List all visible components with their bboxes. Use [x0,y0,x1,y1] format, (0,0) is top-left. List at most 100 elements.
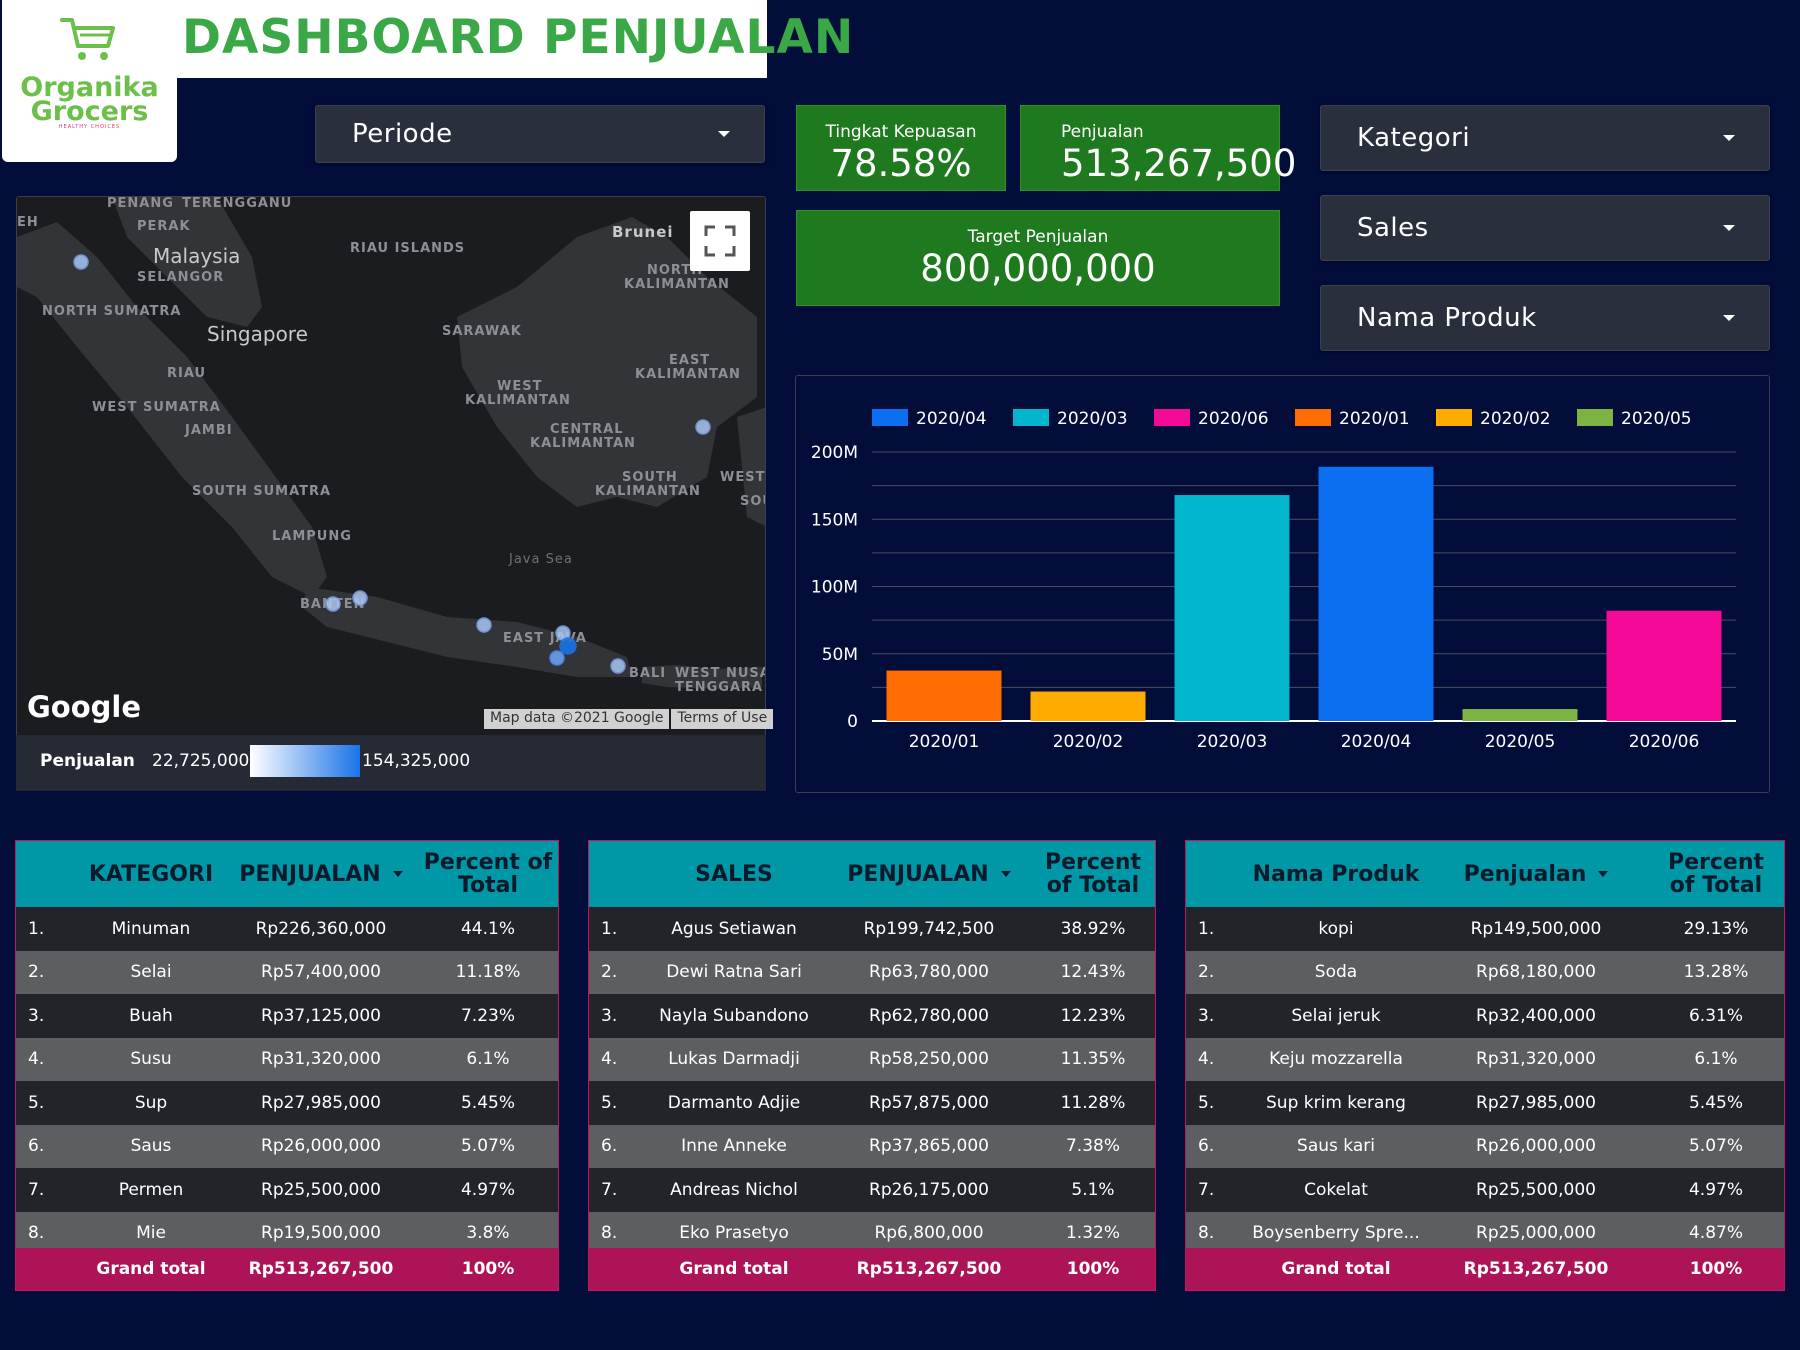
row-index: 6. [28,1136,45,1157]
table-row[interactable]: 1. Minuman Rp226,360,000 44.1% [16,907,558,951]
column-header-label: Percent of Total [1667,850,1765,898]
sort-desc-icon[interactable] [392,871,403,877]
terms-of-use-link[interactable]: Terms of Use [671,709,774,729]
map-marker[interactable] [325,596,341,612]
row-index: 6. [601,1136,618,1157]
table-row[interactable]: 6. Saus kari Rp26,000,000 5.07% [1186,1124,1784,1168]
table-row[interactable]: 8. Boysenberry Spre... Rp25,000,000 4.87% [1186,1211,1784,1255]
legend-label[interactable]: 2020/05 [1621,409,1692,429]
row-index: 7. [1198,1179,1215,1200]
table-cell: Soda [1314,962,1358,983]
table-header: KATEGORI PENJUALAN Percent of Total [16,841,558,907]
periode-dropdown[interactable]: Periode [315,105,765,163]
svg-text:RIAU ISLANDS: RIAU ISLANDS [350,241,465,256]
bar-2020-01[interactable] [886,670,1002,721]
table-row[interactable]: 4. Keju mozzarella Rp31,320,000 6.1% [1186,1037,1784,1081]
table-row[interactable]: 7. Permen Rp25,500,000 4.97% [16,1168,558,1212]
row-index: 3. [601,1005,618,1026]
table-row[interactable]: 4. Lukas Darmadji Rp58,250,000 11.35% [589,1037,1155,1081]
total-cell: Rp513,267,500 [856,1259,1002,1279]
geo-map[interactable]: PENANG TERENGGANU EH PERAK Malaysia SELA… [17,197,766,737]
table-cell: 6.1% [466,1049,510,1070]
table-row[interactable]: 2. Dewi Ratna Sari Rp63,780,000 12.43% [589,950,1155,994]
sales-dropdown-label: Sales [1357,213,1429,243]
table-row[interactable]: 1. Agus Setiawan Rp199,742,500 38.92% [589,907,1155,951]
table-row[interactable]: 5. Darmanto Adjie Rp57,875,000 11.28% [589,1081,1155,1125]
table-row[interactable]: 1. kopi Rp149,500,000 29.13% [1186,907,1784,951]
table-cell: 5.07% [460,1136,515,1157]
bar-2020-04[interactable] [1318,466,1434,721]
table-cell: Darmanto Adjie [667,1092,801,1113]
legend-label[interactable]: 2020/01 [1339,409,1410,429]
column-header[interactable]: KATEGORI [66,841,236,907]
legend-label[interactable]: 2020/06 [1198,409,1269,429]
table-row[interactable]: 4. Susu Rp31,320,000 6.1% [16,1037,558,1081]
table-cell: Mie [136,1223,166,1244]
svg-text:LAMPUNG: LAMPUNG [272,529,352,544]
kategori-table: KATEGORI PENJUALAN Percent of Total 1. Minum… [15,840,559,1291]
bar-2020-05[interactable] [1462,709,1578,721]
row-index: 5. [1198,1092,1215,1113]
table-row[interactable]: 2. Soda Rp68,180,000 13.28% [1186,950,1784,994]
table-row[interactable]: 2. Selai Rp57,400,000 11.18% [16,950,558,994]
nama-produk-dropdown[interactable]: Nama Produk [1320,285,1770,351]
bar-2020-03[interactable] [1174,495,1290,721]
table-row[interactable]: 6. Saus Rp26,000,000 5.07% [16,1124,558,1168]
kategori-dropdown[interactable]: Kategori [1320,105,1770,171]
column-header-label: KATEGORI [88,861,214,887]
column-header[interactable]: Penjualan [1436,841,1636,907]
table-cell: Rp31,320,000 [1476,1049,1596,1070]
table-row[interactable]: 8. Eko Prasetyo Rp6,800,000 1.32% [589,1211,1155,1255]
table-row[interactable]: 7. Andreas Nichol Rp26,175,000 5.1% [589,1168,1155,1212]
shopping-cart-icon [60,18,115,60]
table-row[interactable]: 5. Sup krim kerang Rp27,985,000 5.45% [1186,1081,1784,1125]
map-marker[interactable] [559,637,577,655]
grand-total-row: Grand total Rp513,267,500 100% [589,1248,1155,1290]
sort-desc-icon[interactable] [1598,871,1609,877]
bar-2020-02[interactable] [1030,691,1146,721]
table-cell: Minuman [111,918,191,939]
map-marker[interactable] [73,254,89,270]
svg-text:PERAK: PERAK [137,219,191,234]
column-header[interactable]: Percent of Total [1029,841,1155,907]
x-tick-label: 2020/02 [1053,732,1124,752]
bar-2020-06[interactable] [1606,610,1722,721]
sort-desc-icon[interactable] [1000,871,1011,877]
table-row[interactable]: 3. Buah Rp37,125,000 7.23% [16,994,558,1038]
map-fullscreen-button[interactable] [690,211,750,271]
sales-dropdown[interactable]: Sales [1320,195,1770,261]
column-header[interactable]: Percent of Total [416,841,558,907]
periode-dropdown-label: Periode [352,119,453,149]
legend-label[interactable]: 2020/03 [1057,409,1128,429]
table-row[interactable]: 6. Inne Anneke Rp37,865,000 7.38% [589,1124,1155,1168]
map-marker[interactable] [695,419,711,435]
table-cell: Agus Setiawan [671,918,797,939]
logo-tagline: HEALTHY CHOICES [58,124,121,130]
map-panel[interactable]: PENANG TERENGGANU EH PERAK Malaysia SELA… [16,196,766,791]
table-row[interactable]: 3. Selai jeruk Rp32,400,000 6.31% [1186,994,1784,1038]
row-index: 3. [28,1005,45,1026]
column-header[interactable]: PENJUALAN [236,841,406,907]
google-logo: Google [27,690,142,724]
table-cell: Sup [134,1092,168,1113]
column-header[interactable]: PENJUALAN [829,841,1029,907]
legend-label[interactable]: 2020/04 [916,409,987,429]
table-row[interactable]: 5. Sup Rp27,985,000 5.45% [16,1081,558,1125]
map-marker[interactable] [476,617,492,633]
table-row[interactable]: 7. Cokelat Rp25,500,000 4.97% [1186,1168,1784,1212]
column-header[interactable]: SALES [639,841,829,907]
table-cell: Rp6,800,000 [874,1223,984,1244]
row-index: 4. [28,1049,45,1070]
map-marker[interactable] [610,658,626,674]
legend-label[interactable]: 2020/02 [1480,409,1551,429]
map-marker[interactable] [352,590,368,606]
table-row[interactable]: 8. Mie Rp19,500,000 3.8% [16,1211,558,1255]
column-header[interactable]: Percent of Total [1646,841,1784,907]
column-header-label: Percent of Total [423,850,553,898]
svg-text:Brunei: Brunei [612,223,674,241]
row-index: 8. [1198,1223,1215,1244]
kpi-label: Tingkat Kepuasan [825,122,977,142]
map-marker[interactable] [549,650,565,666]
table-row[interactable]: 3. Nayla Subandono Rp62,780,000 12.23% [589,994,1155,1038]
column-header[interactable]: Nama Produk [1236,841,1436,907]
